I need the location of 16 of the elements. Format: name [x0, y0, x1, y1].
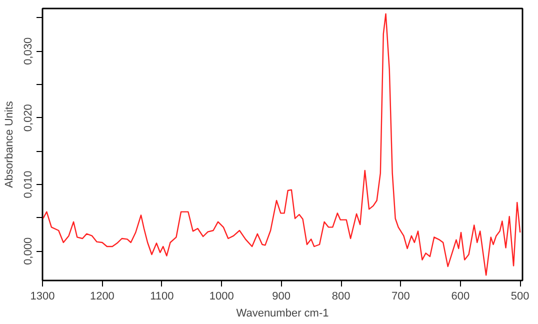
line-series	[42, 13, 521, 276]
x-tick-label: 700	[392, 290, 410, 302]
x-tick-label: 600	[451, 290, 470, 302]
x-tick-label: 500	[510, 290, 530, 302]
x-axis-title: Wavenumber cm-1	[236, 308, 329, 320]
x-tick-label: 1300	[30, 290, 55, 302]
y-tick-label: 0,030	[22, 37, 34, 65]
x-tick-label: 1100	[150, 290, 174, 302]
y-axis-title: Absorbance Units	[4, 100, 16, 188]
y-tick-label: 0,000	[22, 237, 34, 265]
x-tick-label: 800	[332, 290, 350, 302]
x-tick-label: 900	[272, 290, 290, 302]
y-tick-label: 0,020	[22, 104, 34, 132]
x-tick-label: 1000	[209, 290, 234, 302]
y-tick-label: 0,010	[22, 170, 34, 198]
x-tick-label: 1200	[90, 290, 114, 302]
